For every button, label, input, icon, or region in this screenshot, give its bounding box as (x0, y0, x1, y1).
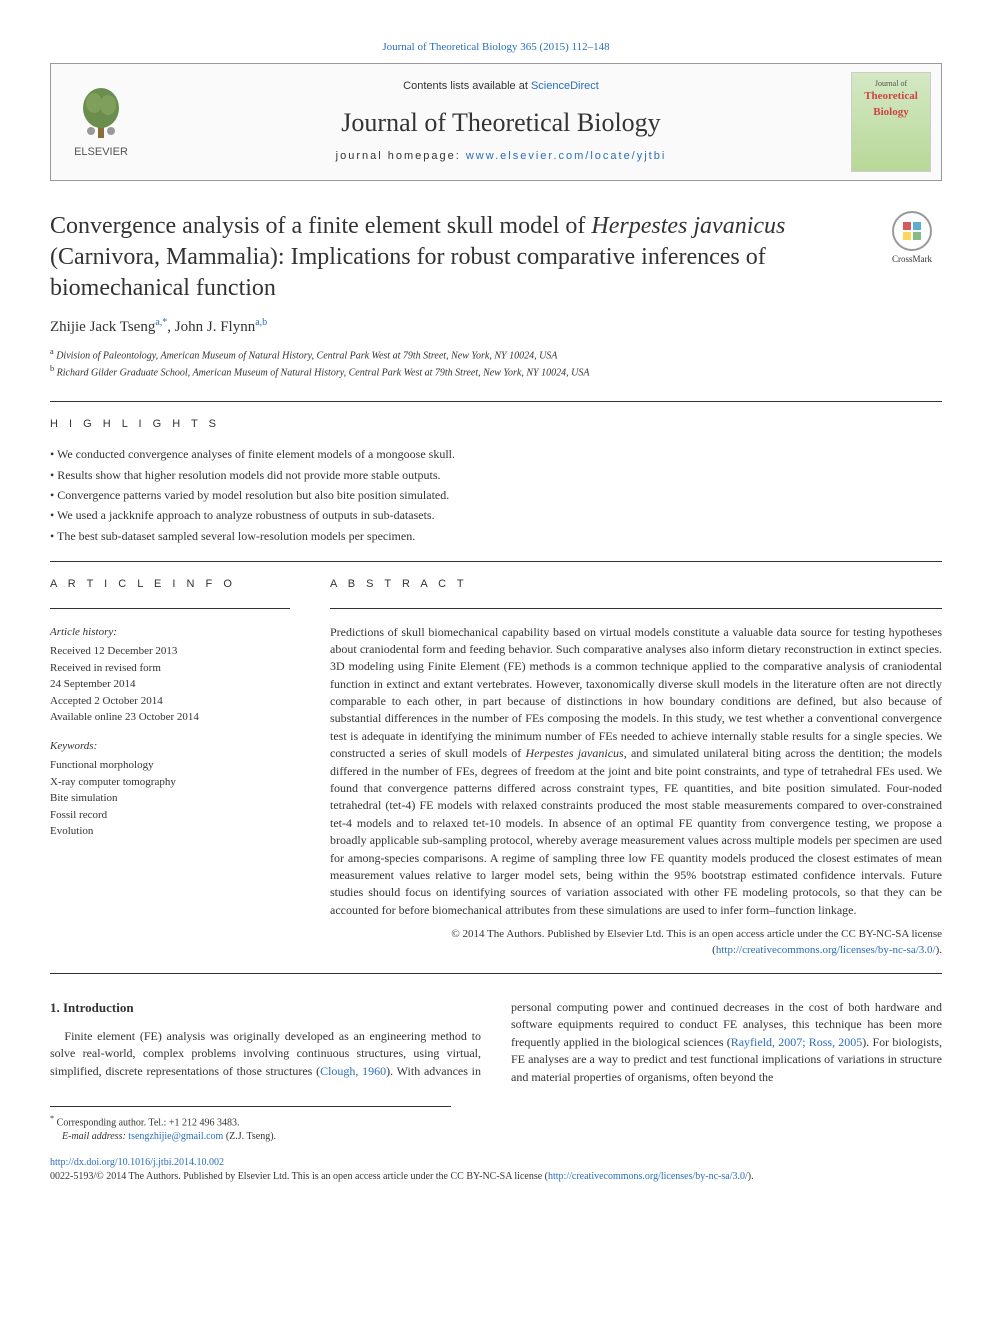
crossmark-badge[interactable]: CrossMark (882, 211, 942, 266)
affil-a: Division of Paleontology, American Museu… (54, 350, 558, 361)
abstract-species: Herpestes javanicus (526, 746, 624, 760)
homepage-link[interactable]: www.elsevier.com/locate/yjtbi (466, 150, 666, 162)
doi-link[interactable]: http://dx.doi.org/10.1016/j.jtbi.2014.10… (50, 1157, 224, 1168)
history-date: 24 September 2014 (50, 676, 290, 693)
keyword: Bite simulation (50, 790, 290, 807)
journal-cover-thumbnail[interactable]: Journal of Theoretical Biology (851, 72, 931, 172)
divider (50, 401, 942, 402)
issn-close: ). (748, 1171, 754, 1182)
journal-citation[interactable]: Journal of Theoretical Biology 365 (2015… (50, 40, 942, 55)
cover-label-2: Theoretical (857, 89, 925, 104)
footer-license-link[interactable]: http://creativecommons.org/licenses/by-n… (548, 1171, 748, 1182)
header-center: Contents lists available at ScienceDirec… (151, 64, 851, 179)
copyright-line: © 2014 The Authors. Published by Elsevie… (330, 927, 942, 958)
history-date: Accepted 2 October 2014 (50, 693, 290, 710)
citation-link[interactable]: Clough, 1960 (320, 1064, 386, 1078)
keyword: Fossil record (50, 807, 290, 824)
elsevier-tree-icon (76, 83, 126, 143)
highlight-item: We conducted convergence analyses of fin… (50, 444, 942, 464)
corresponding-author-footnote: * Corresponding author. Tel.: +1 212 496… (50, 1106, 451, 1144)
highlights-label: H I G H L I G H T S (50, 417, 942, 432)
author-sep: , (167, 319, 175, 335)
divider (50, 973, 942, 974)
email-suffix: (Z.J. Tseng). (223, 1131, 276, 1142)
history-date: Available online 23 October 2014 (50, 709, 290, 726)
homepage-line: journal homepage: www.elsevier.com/locat… (161, 149, 841, 164)
abstract-part1: Predictions of skull biomechanical capab… (330, 625, 942, 761)
elsevier-logo[interactable]: ELSEVIER (51, 73, 151, 170)
author-2[interactable]: John J. Flynn (175, 319, 255, 335)
email-label: E-mail address: (62, 1131, 128, 1142)
footnote-corr: Corresponding author. Tel.: +1 212 496 3… (54, 1117, 239, 1128)
footer-block: http://dx.doi.org/10.1016/j.jtbi.2014.10… (50, 1156, 942, 1184)
author-2-affil[interactable]: a,b (255, 317, 267, 328)
journal-header-box: ELSEVIER Contents lists available at Sci… (50, 63, 942, 180)
highlight-item: Results show that higher resolution mode… (50, 465, 942, 485)
history-label: Article history: (50, 624, 290, 641)
abstract-label: A B S T R A C T (330, 577, 942, 592)
history-date: Received 12 December 2013 (50, 643, 290, 660)
license-link[interactable]: http://creativecommons.org/licenses/by-n… (716, 944, 936, 956)
crossmark-label: CrossMark (892, 253, 932, 266)
sciencedirect-link[interactable]: ScienceDirect (531, 80, 599, 92)
article-info-block: Article history: Received 12 December 20… (50, 624, 290, 840)
article-title: Convergence analysis of a finite element… (50, 211, 882, 305)
history-date: Received in revised form (50, 660, 290, 677)
keyword: X-ray computer tomography (50, 774, 290, 791)
issn-text: 0022-5193/© 2014 The Authors. Published … (50, 1171, 548, 1182)
journal-name: Journal of Theoretical Biology (161, 105, 841, 141)
cover-label-3: Biology (857, 105, 925, 120)
article-info-label: A R T I C L E I N F O (50, 577, 290, 592)
divider (330, 608, 942, 609)
keyword: Evolution (50, 823, 290, 840)
author-1[interactable]: Zhijie Jack Tseng (50, 319, 155, 335)
highlight-item: We used a jackknife approach to analyze … (50, 505, 942, 525)
crossmark-icon (892, 211, 932, 251)
keyword: Functional morphology (50, 757, 290, 774)
divider (50, 608, 290, 609)
intro-heading: 1. Introduction (50, 999, 481, 1018)
highlight-item: The best sub-dataset sampled several low… (50, 526, 942, 546)
copyright-close: ). (936, 944, 942, 956)
contents-line: Contents lists available at ScienceDirec… (161, 79, 841, 94)
affil-b: Richard Gilder Graduate School, American… (54, 368, 589, 379)
abstract-text: Predictions of skull biomechanical capab… (330, 624, 942, 920)
title-part1: Convergence analysis of a finite element… (50, 213, 591, 239)
cover-label-1: Journal of (857, 78, 925, 89)
affiliations: a Division of Paleontology, American Mus… (50, 346, 942, 381)
contents-prefix: Contents lists available at (403, 80, 531, 92)
elsevier-label: ELSEVIER (74, 145, 128, 160)
keywords-label: Keywords: (50, 738, 290, 755)
authors-line: Zhijie Jack Tsenga,*, John J. Flynna,b (50, 316, 942, 338)
divider (50, 561, 942, 562)
title-part2: (Carnivora, Mammalia): Implications for … (50, 244, 766, 301)
highlight-item: Convergence patterns varied by model res… (50, 485, 942, 505)
homepage-prefix: journal homepage: (336, 150, 466, 162)
email-link[interactable]: tsengzhijie@gmail.com (128, 1131, 223, 1142)
abstract-part2: , and simulated unilateral biting across… (330, 746, 942, 917)
highlights-list: We conducted convergence analyses of fin… (50, 444, 942, 546)
citation-link[interactable]: Rayfield, 2007; Ross, 2005 (731, 1035, 863, 1049)
title-species: Herpestes javanicus (591, 213, 785, 239)
